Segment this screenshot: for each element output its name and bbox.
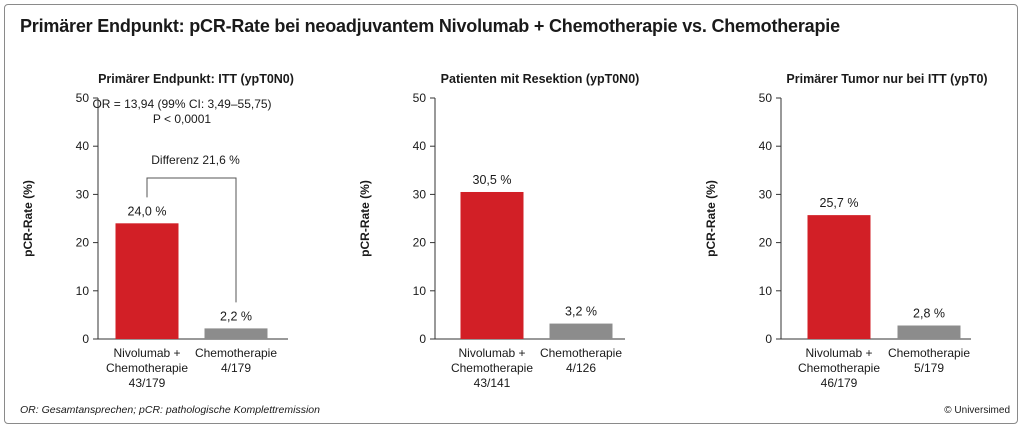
category-label: Nivolumab +	[805, 346, 872, 360]
bar-value-label: 24,0 %	[128, 204, 167, 218]
bar-value-label: 3,2 %	[565, 305, 597, 319]
y-tick-label: 10	[413, 284, 427, 298]
category-label: Chemotherapie	[798, 361, 880, 375]
y-tick-label: 50	[759, 91, 773, 105]
category-label: 4/179	[221, 361, 251, 375]
copyright-credit: © Universimed	[944, 405, 1010, 416]
y-tick-label: 40	[413, 139, 427, 153]
bar-value-label: 2,2 %	[220, 309, 252, 323]
y-tick-label: 30	[413, 187, 427, 201]
category-label: Chemotherapie	[451, 361, 533, 375]
y-tick-label: 50	[76, 91, 90, 105]
y-tick-label: 50	[413, 91, 427, 105]
figure-title: Primärer Endpunkt: pCR-Rate bei neoadjuv…	[20, 16, 840, 36]
odds-ratio-annotation: OR = 13,94 (99% CI: 3,49–55,75)	[92, 97, 271, 111]
category-label: Chemotherapie	[888, 346, 970, 360]
bar-value-label: 30,5 %	[473, 173, 512, 187]
bar-value-label: 25,7 %	[820, 196, 859, 210]
y-tick-label: 20	[413, 236, 427, 250]
y-tick-label: 20	[759, 236, 773, 250]
y-tick-label: 40	[759, 139, 773, 153]
panel-title: Primärer Tumor nur bei ITT (ypT0)	[786, 72, 987, 86]
category-label: Nivolumab +	[458, 346, 525, 360]
bar-chemotherapy	[897, 325, 961, 339]
y-axis-label: pCR-Rate (%)	[358, 180, 372, 257]
bar-nivolumab-chemo	[115, 223, 179, 339]
category-label: 43/179	[129, 376, 166, 390]
category-label: 5/179	[914, 361, 944, 375]
difference-bracket	[146, 177, 237, 303]
category-label: Nivolumab +	[113, 346, 180, 360]
category-label: Chemotherapie	[540, 346, 622, 360]
bar-chemotherapy	[204, 328, 268, 339]
difference-annotation: Differenz 21,6 %	[151, 153, 240, 167]
y-tick-label: 0	[765, 332, 772, 346]
panel-title: Primärer Endpunkt: ITT (ypT0N0)	[98, 72, 294, 86]
bar-chemotherapy	[549, 323, 613, 339]
y-tick-label: 30	[759, 187, 773, 201]
category-label: 43/141	[474, 376, 511, 390]
bar-nivolumab-chemo	[807, 215, 871, 339]
bar-value-label: 2,8 %	[913, 307, 945, 321]
y-tick-label: 30	[76, 187, 90, 201]
category-label: 46/179	[821, 376, 858, 390]
y-tick-label: 40	[76, 139, 90, 153]
bar-nivolumab-chemo	[460, 191, 524, 339]
y-axis-label: pCR-Rate (%)	[21, 180, 35, 257]
figure-frame	[4, 4, 1018, 424]
y-tick-label: 20	[76, 236, 90, 250]
footnote: OR: Gesamtansprechen; pCR: pathologische…	[20, 404, 320, 416]
y-tick-label: 10	[759, 284, 773, 298]
y-tick-label: 0	[82, 332, 89, 346]
y-tick-label: 10	[76, 284, 90, 298]
category-label: Chemotherapie	[106, 361, 188, 375]
category-label: Chemotherapie	[195, 346, 277, 360]
y-tick-label: 0	[419, 332, 426, 346]
y-axis-label: pCR-Rate (%)	[704, 180, 718, 257]
p-value-annotation: P < 0,0001	[153, 112, 211, 126]
panel-title: Patienten mit Resektion (ypT0N0)	[441, 72, 640, 86]
category-label: 4/126	[566, 361, 596, 375]
